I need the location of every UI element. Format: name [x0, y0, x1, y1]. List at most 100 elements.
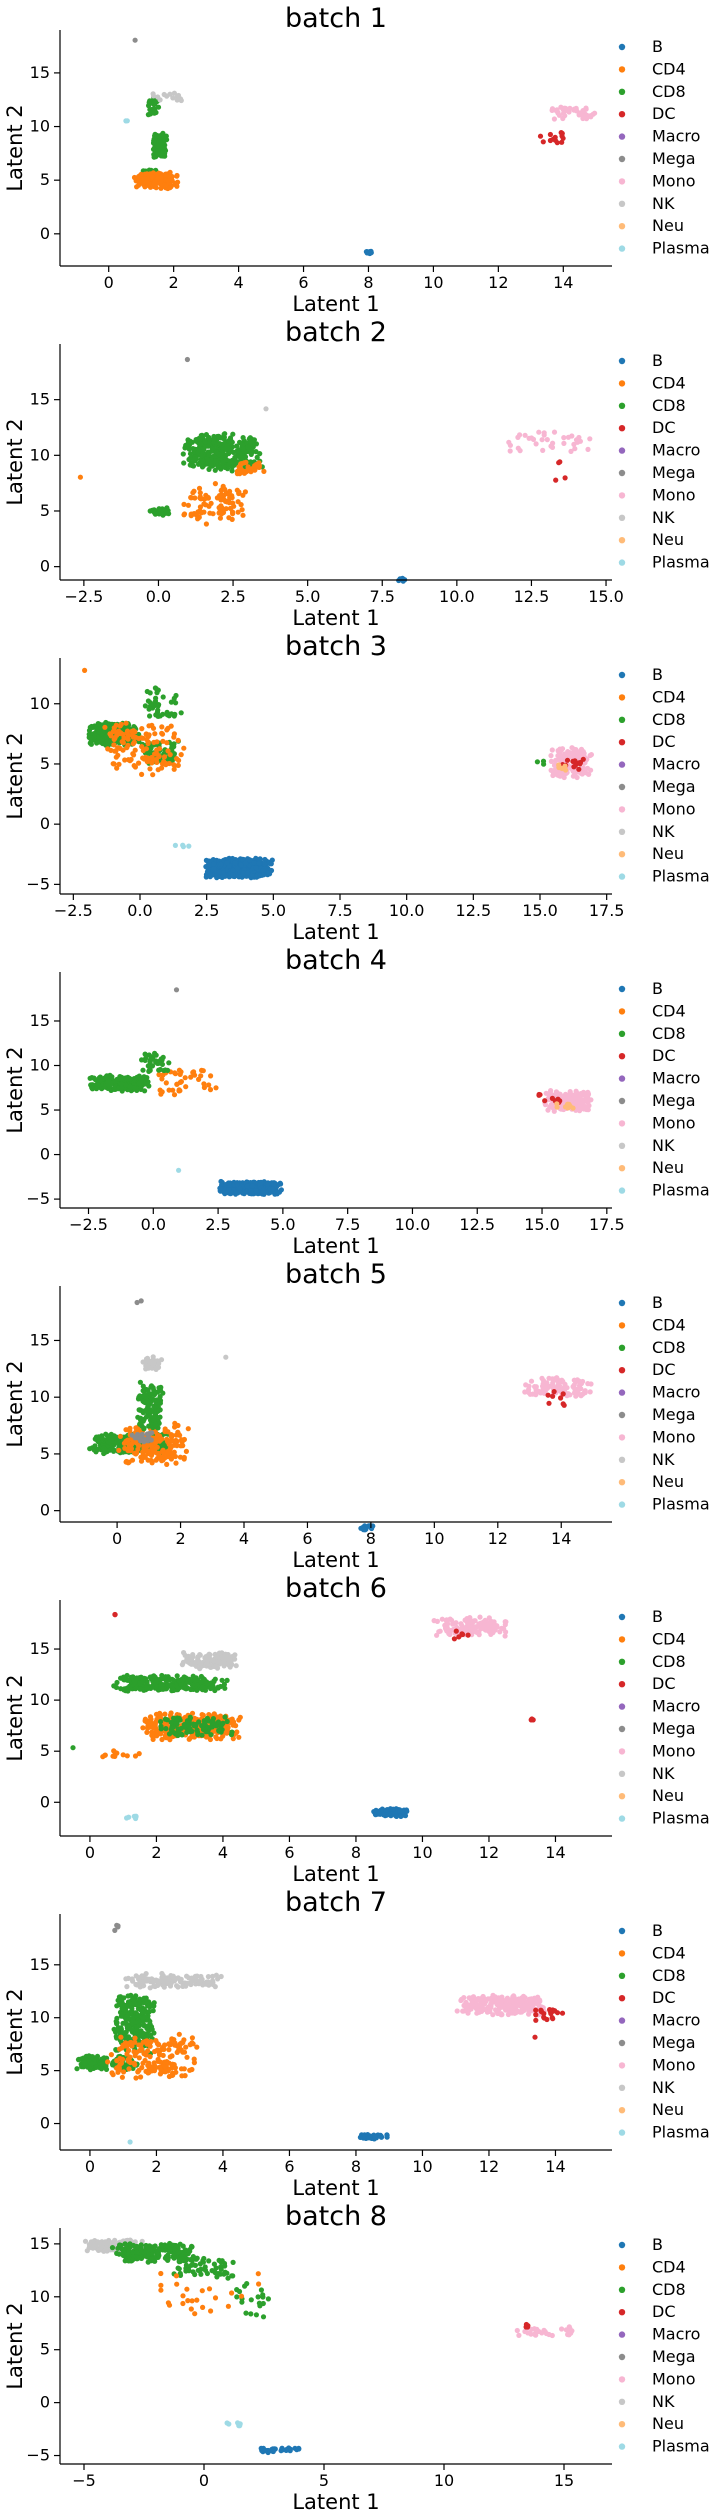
point-mono: [548, 758, 555, 765]
point-cd8: [176, 1677, 182, 1684]
legend-label-mega: Mega: [652, 1091, 696, 1110]
point-b: [218, 1178, 224, 1185]
point-cd4: [154, 751, 160, 757]
point-cd4: [172, 1453, 178, 1460]
point-b: [265, 1181, 271, 1187]
point-cd8: [114, 1679, 120, 1686]
point-cd8: [114, 1439, 120, 1445]
point-cd4: [206, 1082, 212, 1088]
point-cd8: [240, 448, 247, 454]
point-dc: [550, 136, 556, 142]
point-cd8: [158, 139, 164, 145]
legend-label-mono: Mono: [652, 799, 696, 818]
point-cd8: [151, 154, 157, 160]
legend-label-macro: Macro: [652, 1069, 700, 1088]
point-cd4: [143, 746, 149, 752]
x-tick-label: 0: [112, 1529, 122, 1548]
point-cd4: [243, 469, 249, 475]
point-cd8: [150, 507, 156, 513]
point-cd8: [87, 1446, 93, 1452]
legend-label-macro: Macro: [652, 755, 700, 774]
point-nk: [167, 91, 173, 97]
point-cd4: [201, 1081, 207, 1087]
point-dc: [557, 459, 563, 465]
x-tick-label: 0.0: [146, 587, 171, 606]
y-tick-label: 5: [40, 170, 50, 189]
point-mono: [561, 774, 567, 781]
point-cd8: [118, 1076, 124, 1082]
legend-marker-mono: [618, 492, 626, 499]
point-cd4: [196, 485, 203, 491]
legend-marker-macro: [618, 1389, 626, 1396]
point-cd4: [226, 515, 232, 521]
x-axis-label: Latent 1: [292, 920, 379, 944]
x-tick-label: 0.0: [141, 1215, 166, 1234]
point-nk: [233, 1663, 239, 1669]
point-mega: [184, 356, 190, 363]
point-cd4: [115, 745, 121, 751]
point-cd8: [142, 703, 148, 709]
point-cd4: [120, 747, 126, 753]
point-cd4: [217, 515, 223, 521]
point-cd4: [182, 1075, 188, 1081]
point-mono: [578, 1380, 585, 1386]
point-cd8: [169, 1683, 175, 1689]
point-dc: [580, 756, 586, 762]
point-cd4: [149, 174, 155, 180]
point-cd4: [151, 1449, 157, 1455]
point-cd4: [117, 730, 123, 736]
x-tick-label: 14: [553, 273, 573, 292]
legend-marker-nk: [618, 828, 626, 835]
point-b: [275, 1182, 282, 1188]
point-cd4: [133, 178, 139, 184]
point-cd4: [239, 461, 245, 467]
point-cd8: [149, 1683, 155, 1689]
legend-label-nk: NK: [652, 1136, 675, 1155]
point-nk: [223, 1354, 229, 1360]
point-b: [203, 864, 209, 870]
y-tick-label: 5: [40, 1444, 50, 1463]
legend-marker-dc: [618, 739, 626, 746]
legend-label-mono: Mono: [652, 1427, 696, 1446]
point-dc: [560, 1391, 566, 1397]
point-cd4: [159, 724, 165, 730]
point-cd4: [146, 723, 152, 729]
y-tick-label: 0: [40, 224, 50, 243]
point-cd8: [213, 458, 219, 464]
point-cd4: [160, 738, 166, 744]
point-cd4: [233, 1723, 239, 1729]
point-cd4: [135, 182, 142, 188]
point-cd8: [155, 104, 162, 110]
x-tick-label: 12: [488, 273, 508, 292]
point-cd8: [200, 458, 206, 464]
point-cd8: [170, 1677, 177, 1683]
point-mega: [133, 1434, 139, 1441]
point-cd8: [187, 455, 193, 461]
point-mono: [579, 1104, 585, 1110]
point-cd8: [165, 1682, 171, 1688]
point-cd8: [143, 1055, 149, 1061]
chart-title: batch 3: [285, 631, 387, 662]
point-cd4: [198, 1073, 204, 1079]
point-cd8: [103, 1432, 110, 1438]
point-mono: [580, 765, 587, 771]
point-b: [233, 1190, 240, 1196]
point-b: [217, 1185, 223, 1191]
y-tick-label: 5: [40, 1100, 50, 1119]
point-cd8: [95, 1082, 101, 1088]
point-mega: [144, 1431, 150, 1437]
point-cd8: [180, 451, 186, 457]
point-cd4: [158, 1454, 165, 1460]
legend-label-neu: Neu: [652, 216, 684, 235]
chart-title: batch 4: [285, 945, 387, 976]
x-tick-label: 7.5: [327, 901, 352, 920]
point-mono: [507, 442, 513, 448]
point-cd4: [136, 760, 142, 766]
point-dc: [554, 140, 560, 146]
legend-label-b: B: [652, 37, 663, 56]
point-cd8: [154, 143, 160, 149]
point-cd4: [218, 503, 224, 509]
point-cd4: [181, 1456, 187, 1462]
point-cd4: [248, 469, 254, 475]
